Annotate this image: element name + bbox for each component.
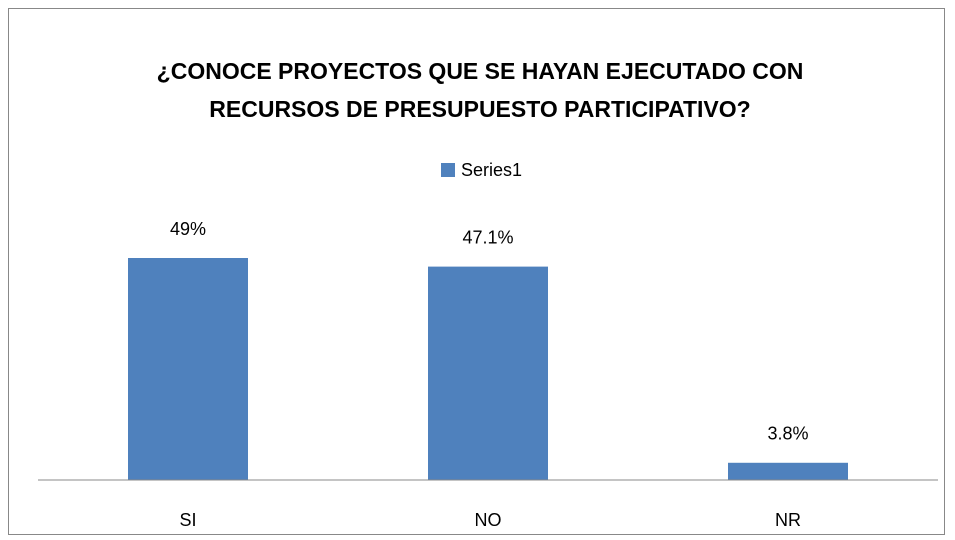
x-tick-label: NO	[475, 510, 502, 530]
legend-swatch	[441, 163, 455, 177]
x-tick-label: NR	[775, 510, 801, 530]
value-label: 49%	[170, 219, 206, 239]
chart-frame	[8, 8, 945, 535]
value-label: 47.1%	[462, 227, 513, 247]
chart-title: ¿CONOCE PROYECTOS QUE SE HAYAN EJECUTADO…	[156, 58, 804, 122]
value-label: 3.8%	[767, 424, 808, 444]
legend-label: Series1	[461, 160, 522, 180]
bar	[428, 266, 548, 480]
x-tick-label: SI	[179, 510, 196, 530]
bar	[128, 258, 248, 480]
bar	[728, 462, 848, 480]
